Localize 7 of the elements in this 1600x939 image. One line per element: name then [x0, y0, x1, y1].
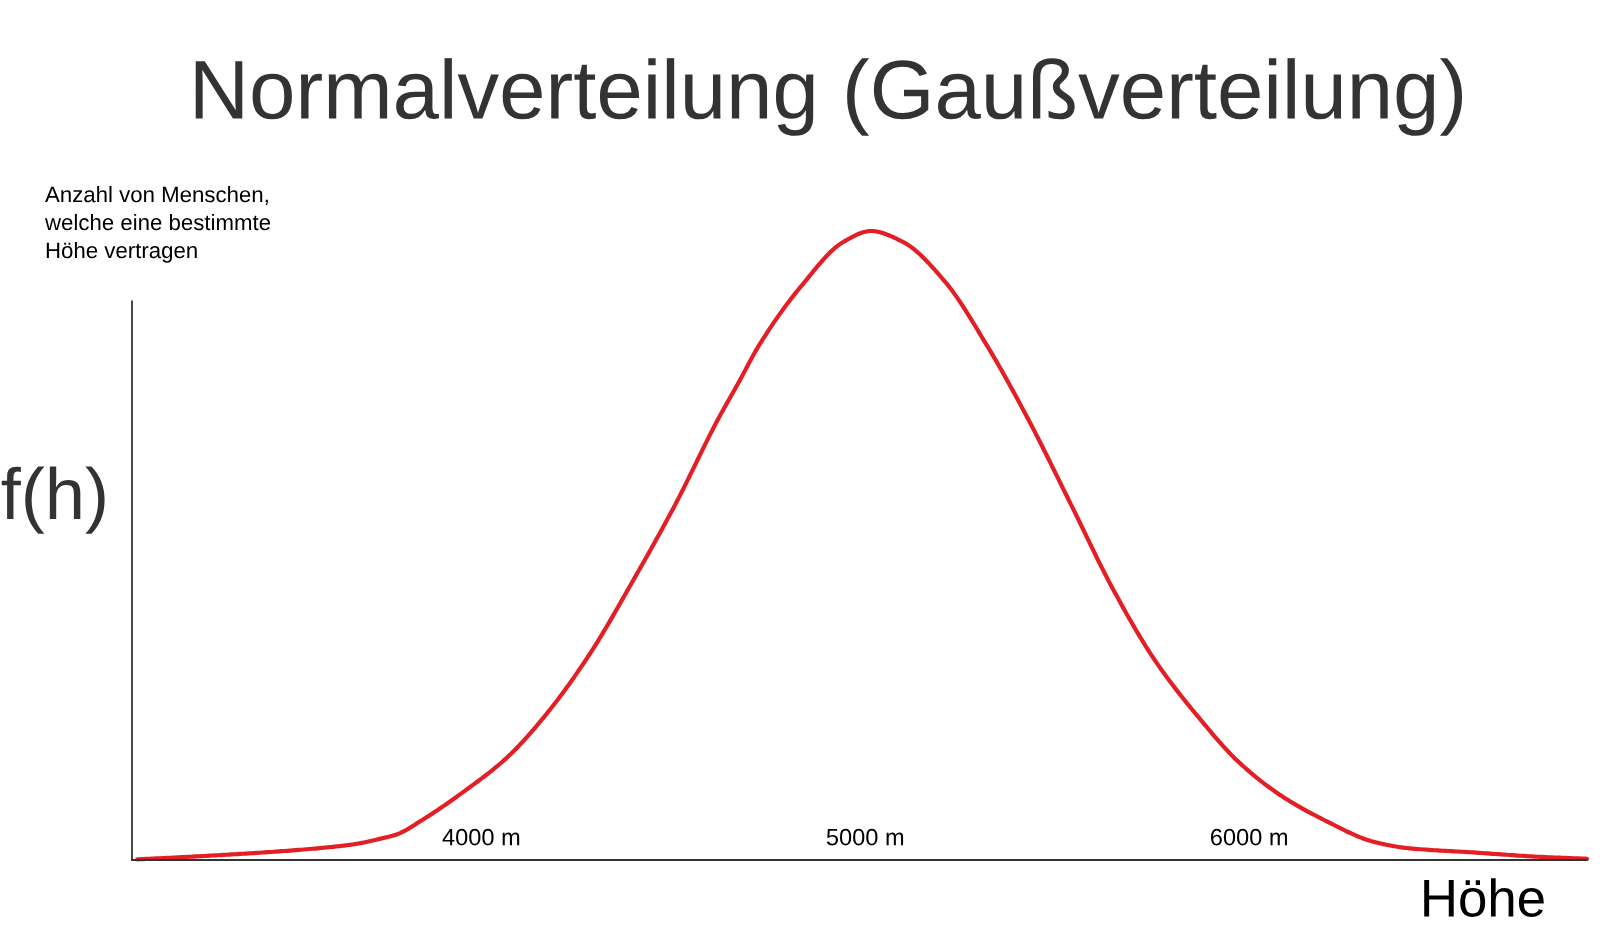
- x-tick-label: 4000 m: [442, 828, 520, 846]
- annotation: Anzahl von Menschen, welche eine bestimmte Höhe vertragen: [44, 186, 271, 263]
- chart-title: Normalverteilung (Gaußverteilung): [195, 58, 1463, 136]
- x-tick-label: 6000 m: [1210, 828, 1287, 846]
- x-tick-label: 5000 m: [826, 828, 904, 846]
- y-axis-title: f(h): [1, 466, 105, 534]
- x-axis-title: Höhe: [1424, 878, 1544, 917]
